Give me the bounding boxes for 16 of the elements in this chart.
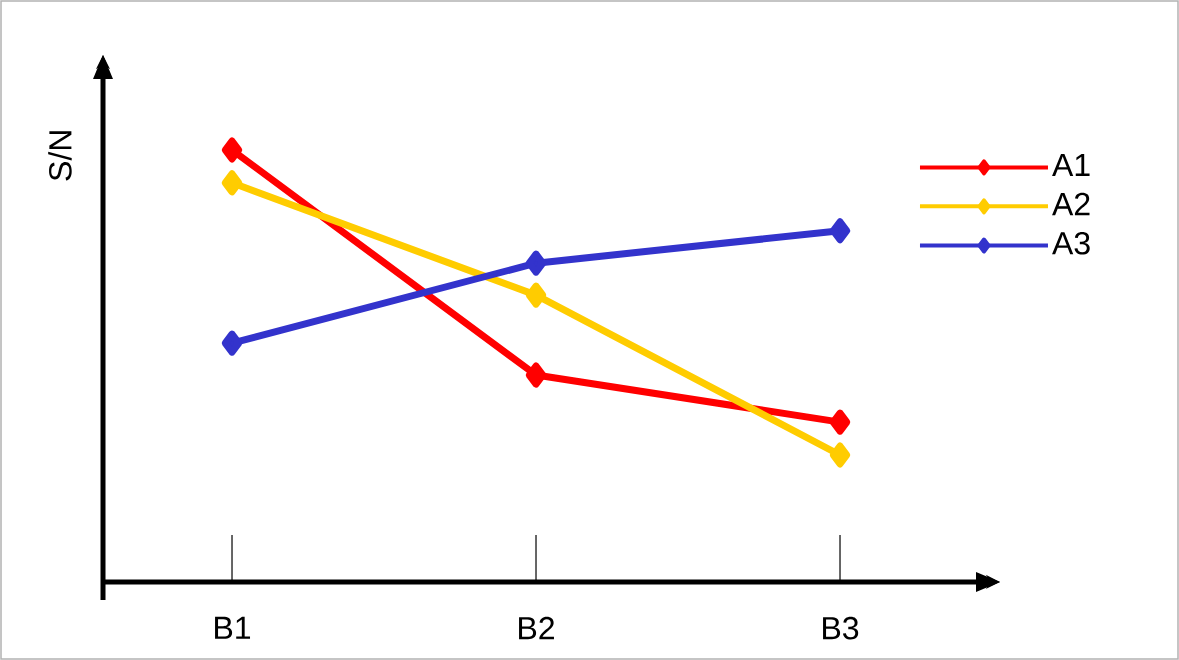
point: [525, 362, 547, 388]
point: [525, 250, 547, 276]
legend-label: A1: [1052, 154, 1090, 177]
legend-label: A3: [1052, 231, 1090, 255]
x-tick-label: B3: [823, 616, 859, 640]
y-axis-title: S/N: [48, 131, 72, 181]
point: [829, 442, 851, 468]
point: [829, 409, 851, 435]
point: [829, 218, 851, 244]
legend-label: A2: [1052, 192, 1090, 216]
point: [221, 330, 243, 356]
x-tick-label: B2: [519, 616, 554, 640]
point: [221, 137, 243, 163]
x-tick-label: B1: [215, 616, 251, 639]
point: [221, 170, 243, 196]
point: [525, 282, 547, 308]
